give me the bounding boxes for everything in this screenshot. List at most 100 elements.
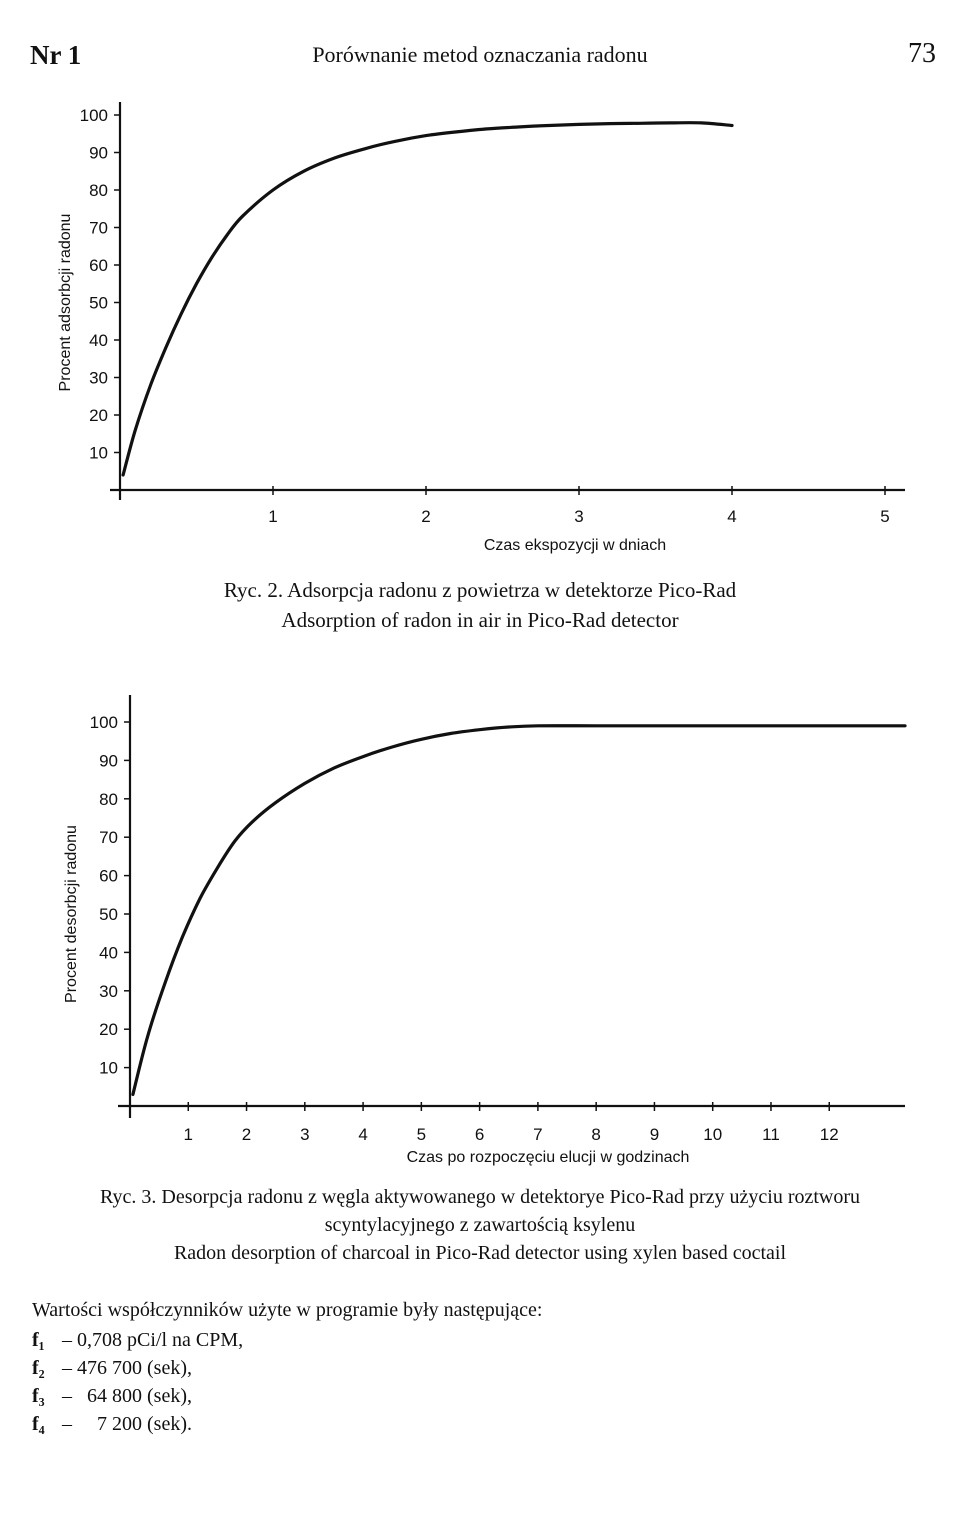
x-axis-title: Czas ekspozycji w dniach [484,537,666,554]
x-tick-label: 7 [533,1125,542,1144]
coefficient-value: – 7 200 (sek). [62,1413,192,1435]
data-point [251,821,254,823]
data-point [391,746,394,748]
data-point [486,128,489,130]
y-tick-label: 70 [99,828,118,847]
coefficient-row: f₄ – 7 200 (sek). [32,1410,542,1438]
data-point [132,1093,134,1096]
data-point [670,122,672,124]
adsorption-chart: 10 20 30 40 50 60 70 80 90 100 1 2 3 4 5 Czas ekspozycj… [57,102,905,554]
y-tick-label: 50 [89,294,108,313]
series-line [131,724,907,1097]
data-point [449,732,452,735]
coefficient-row: f₂ – 476 700 (sek), [32,1354,542,1382]
y-tick-label: 40 [89,331,108,350]
coefficient-value: – 476 700 (sek), [62,1357,192,1379]
y-tick-label: 30 [99,982,118,1001]
x-tick-label: 4 [358,1125,367,1144]
data-point [639,122,641,125]
data-point [364,148,366,150]
data-point [134,429,137,431]
data-point [711,725,714,727]
data-point [216,867,219,869]
data-point [478,728,481,731]
y-tick-label: 10 [99,1059,118,1078]
data-point [199,897,201,900]
x-tick-label: 2 [242,1125,251,1144]
y-axis-title: Procent desorbcji radonu [63,825,80,1003]
data-point [394,140,397,143]
x-tick-label: 3 [574,507,583,526]
y-tick-label: 90 [89,144,108,163]
data-point [508,726,510,728]
y-axis-title: Procent adsorbcji radonu [57,214,74,392]
y-tick-label: 60 [99,867,118,886]
data-point [517,126,519,128]
data-point [608,122,611,125]
data-point [180,313,182,315]
data-point [272,189,274,191]
data-point [164,982,166,984]
data-point [700,122,703,124]
data-point [653,725,656,727]
data-point [149,384,152,386]
data-point [333,157,336,159]
y-tick-label: 100 [90,713,118,732]
data-point [770,725,772,727]
data-point [274,801,277,804]
coefficients-intro: Wartości współczynników użyte w programi… [32,1299,543,1321]
x-tick-label: 4 [727,507,736,526]
y-tick-label: 70 [89,219,108,238]
data-point [425,134,427,137]
data-point [304,782,306,785]
figure-3-caption-pl-line2: scyntylacyjnego z zawartością ksylenu [324,1214,636,1236]
y-tick-label: 100 [80,106,108,125]
data-point [362,755,364,758]
coefficient-row: f₁ – 0,708 pCi/l na CPM, [32,1326,542,1354]
figure-2-caption-en: Adsorption of radon in air in Pico-Rad d… [281,608,679,632]
y-tick-label: 20 [99,1020,118,1039]
data-point [420,738,423,741]
coefficient-symbol: f₃ [32,1385,45,1407]
coefficient-value: – 0,708 pCi/l na CPM, [62,1329,244,1351]
data-point [146,1036,149,1038]
data-point [333,767,335,769]
x-tick-label: 12 [820,1125,839,1144]
x-tick-label: 11 [762,1125,780,1144]
data-point [122,474,124,476]
data-point [165,346,167,349]
y-tick-label: 40 [99,943,118,962]
running-title: Porównanie metod oznaczania radonu [312,42,648,67]
y-tick-label: 50 [99,905,118,924]
data-point [455,131,458,133]
x-tick-label: 5 [880,507,889,526]
x-axis-title: Czas po rozpoczęciu elucji w godzinach [407,1149,690,1166]
x-tick-label: 6 [475,1125,484,1144]
data-point [195,282,198,285]
data-point [226,234,228,236]
coefficients-section: Wartości współczynników użyte w programi… [32,1296,542,1438]
data-point [302,170,305,173]
data-point [828,725,830,727]
x-tick-label: 2 [421,507,430,526]
y-tick-label: 60 [89,256,108,275]
x-tick-label: 1 [184,1125,193,1144]
coefficient-symbol: f₂ [32,1357,45,1379]
coefficient-row: f₃ – 64 800 (sek), [32,1382,542,1410]
coefficient-symbol: f₁ [32,1329,45,1351]
x-tick-label: 9 [650,1125,659,1144]
data-point [595,725,597,727]
figure-3-caption-en: Radon desorption of charcoal in Pico-Rad… [173,1242,787,1264]
y-tick-label: 90 [99,751,118,770]
data-point [731,124,733,127]
x-tick-label: 8 [591,1125,600,1144]
data-point [904,725,906,727]
series-line [121,121,734,477]
figure-3-caption-pl-line1: Ryc. 3. Desorpcja radonu z węgla aktywow… [99,1186,861,1208]
figure-2-caption: Ryc. 2. Adsorpcja radonu z powietrza w d… [0,575,960,635]
figure-3-caption: Ryc. 3. Desorpcja radonu z węgla aktywow… [0,1183,960,1267]
data-point [241,215,244,218]
data-point [547,124,550,127]
y-tick-label: 80 [99,790,118,809]
